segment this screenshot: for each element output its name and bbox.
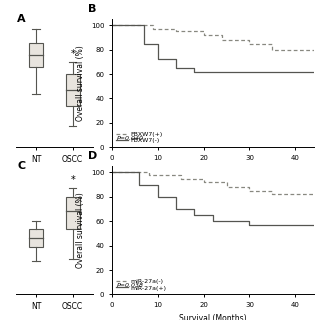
Bar: [29, 43, 43, 67]
Legend: miR-27a(-), miR-27a(+): miR-27a(-), miR-27a(+): [115, 278, 167, 291]
X-axis label: Survival (Months): Survival (Months): [179, 166, 247, 175]
Bar: [66, 197, 80, 229]
Text: *: *: [70, 50, 75, 60]
Bar: [66, 74, 80, 106]
Text: C: C: [17, 161, 25, 171]
Text: P=0.038: P=0.038: [116, 283, 144, 288]
Text: P=0.040: P=0.040: [116, 136, 144, 141]
Text: A: A: [17, 13, 26, 24]
Text: D: D: [88, 151, 97, 161]
Text: B: B: [88, 4, 96, 13]
Text: *: *: [70, 175, 75, 185]
X-axis label: Survival (Months): Survival (Months): [179, 314, 247, 320]
Y-axis label: Overall survival (%): Overall survival (%): [76, 193, 85, 268]
Y-axis label: Overall survival (%): Overall survival (%): [76, 45, 85, 121]
Legend: FBXW7(+), FBXW7(-): FBXW7(+), FBXW7(-): [115, 131, 163, 144]
Bar: [29, 229, 43, 247]
